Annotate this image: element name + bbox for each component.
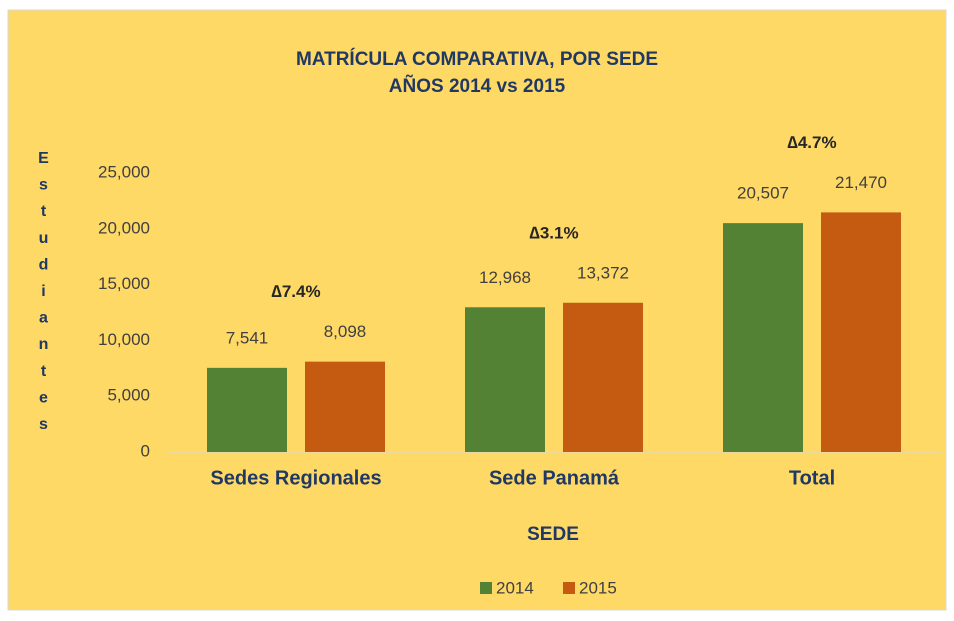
value-label: 20,507 — [737, 184, 789, 203]
value-label: 13,372 — [577, 263, 629, 282]
x-axis-label: SEDE — [527, 524, 579, 545]
value-label: 12,968 — [479, 268, 531, 287]
annotation: ∆3.1% — [529, 223, 578, 242]
bar — [305, 361, 385, 452]
y-tick-label: 10,000 — [98, 330, 150, 349]
x-tick-label: Total — [789, 467, 835, 489]
y-tick-label: 5,000 — [107, 386, 150, 405]
bar — [723, 223, 803, 452]
bar — [821, 212, 901, 452]
legend-swatch — [480, 582, 492, 594]
y-axis-label: Estudiantes — [35, 149, 52, 443]
x-tick-label: Sedes Regionales — [210, 467, 381, 489]
chart-title: MATRÍCULA COMPARATIVA, POR SEDE — [296, 48, 658, 70]
annotation: ∆4.7% — [787, 133, 836, 152]
value-label: 8,098 — [324, 322, 367, 341]
bar — [465, 307, 545, 452]
y-tick-label: 20,000 — [98, 218, 150, 237]
x-tick-label: Sede Panamá — [489, 467, 620, 489]
bar — [563, 302, 643, 452]
chart-subtitle: AÑOS 2014 vs 2015 — [389, 75, 566, 97]
value-label: 7,541 — [226, 328, 269, 347]
y-tick-label: 0 — [141, 441, 150, 460]
y-tick-label: 25,000 — [98, 162, 150, 181]
annotation: ∆7.4% — [271, 282, 320, 301]
legend-label: 2015 — [579, 578, 617, 597]
bar — [207, 367, 287, 452]
y-tick-label: 15,000 — [98, 274, 150, 293]
legend-label: 2014 — [496, 578, 534, 597]
legend-swatch — [563, 582, 575, 594]
value-label: 21,470 — [835, 173, 887, 192]
